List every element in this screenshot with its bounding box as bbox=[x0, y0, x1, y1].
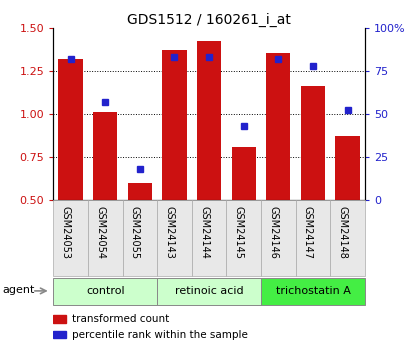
Bar bbox=[93, 112, 117, 200]
Text: GSM24148: GSM24148 bbox=[337, 206, 347, 259]
FancyBboxPatch shape bbox=[226, 200, 261, 276]
Bar bbox=[231, 147, 255, 200]
Text: GSM24143: GSM24143 bbox=[164, 206, 174, 259]
Bar bbox=[162, 50, 186, 200]
Text: trichostatin A: trichostatin A bbox=[275, 286, 350, 296]
FancyBboxPatch shape bbox=[295, 200, 330, 276]
Text: agent: agent bbox=[2, 285, 34, 295]
Text: percentile rank within the sample: percentile rank within the sample bbox=[72, 330, 247, 340]
FancyBboxPatch shape bbox=[122, 200, 157, 276]
Text: GSM24147: GSM24147 bbox=[302, 206, 312, 259]
Text: transformed count: transformed count bbox=[72, 314, 169, 324]
Text: control: control bbox=[86, 286, 124, 296]
Text: GSM24145: GSM24145 bbox=[233, 206, 243, 259]
FancyBboxPatch shape bbox=[261, 277, 364, 306]
FancyBboxPatch shape bbox=[88, 200, 122, 276]
Bar bbox=[53, 331, 65, 338]
FancyBboxPatch shape bbox=[157, 200, 191, 276]
Bar bbox=[53, 315, 65, 323]
FancyBboxPatch shape bbox=[53, 277, 157, 306]
FancyBboxPatch shape bbox=[191, 200, 226, 276]
FancyBboxPatch shape bbox=[330, 200, 364, 276]
Bar bbox=[300, 86, 324, 200]
FancyBboxPatch shape bbox=[157, 277, 261, 306]
Bar bbox=[128, 183, 152, 200]
Title: GDS1512 / 160261_i_at: GDS1512 / 160261_i_at bbox=[127, 12, 290, 27]
Bar bbox=[335, 136, 359, 200]
Bar bbox=[265, 53, 290, 200]
Bar bbox=[196, 41, 221, 200]
Text: GSM24055: GSM24055 bbox=[130, 206, 139, 259]
Text: retinoic acid: retinoic acid bbox=[174, 286, 243, 296]
FancyBboxPatch shape bbox=[53, 200, 88, 276]
Text: GSM24053: GSM24053 bbox=[61, 206, 70, 259]
Text: GSM24146: GSM24146 bbox=[267, 206, 278, 259]
Text: GSM24144: GSM24144 bbox=[199, 206, 209, 259]
Text: GSM24054: GSM24054 bbox=[95, 206, 105, 259]
FancyBboxPatch shape bbox=[261, 200, 295, 276]
Bar bbox=[58, 59, 83, 200]
